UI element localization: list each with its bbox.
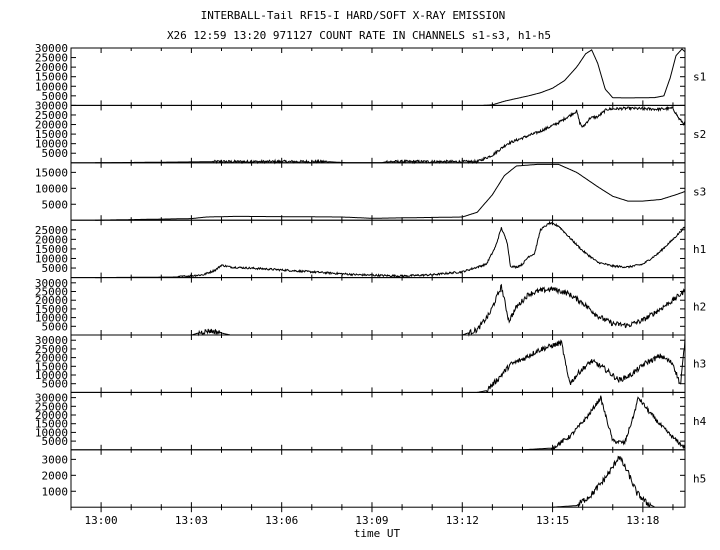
x-axis: 13:00 13:03 13:06 13:09 13:12 13:15 13:18 — [70, 507, 674, 527]
y-tick-label: 5000 — [42, 378, 69, 391]
series-label-h4: h4 — [693, 415, 707, 428]
y-tick-label: 20000 — [35, 409, 68, 422]
series-label-s3: s3 — [693, 186, 706, 199]
y-tick-label: 15000 — [35, 360, 68, 373]
chart-subtitle: X26 12:59 13:20 971127 COUNT RATE IN CHA… — [167, 29, 551, 42]
series-line-s2 — [95, 105, 686, 165]
y-tick-label: 10000 — [35, 138, 68, 151]
y-tick-label: 20000 — [35, 233, 68, 246]
panel-frame — [70, 391, 686, 451]
series-label-h1: h1 — [693, 243, 706, 256]
panel-frame — [70, 162, 686, 221]
y-tick-label: 25000 — [35, 400, 68, 413]
x-tick-label: 13:06 — [265, 514, 298, 527]
y-tick-label: 25000 — [35, 286, 68, 299]
panel-frame — [70, 334, 686, 393]
y-tick-label: 15000 — [35, 418, 68, 431]
y-tick-label: 30000 — [35, 42, 68, 55]
y-tick-label: 5000 — [42, 435, 69, 448]
y-tick-label: 25000 — [35, 224, 68, 237]
y-tick-label: 20000 — [35, 61, 68, 74]
series-line-h2 — [95, 283, 686, 337]
y-tick-label: 20000 — [35, 119, 68, 132]
y-tick-label: 5000 — [42, 262, 69, 275]
y-tick-label: 1000 — [42, 485, 69, 498]
series-label-h2: h2 — [693, 300, 706, 313]
series-line-s3 — [95, 163, 686, 221]
y-tick-label: 5000 — [42, 320, 69, 333]
y-tick-label: 15000 — [35, 128, 68, 141]
panel-frame — [70, 277, 686, 336]
y-tick-label: 5000 — [42, 147, 69, 160]
y-tick-label: 10000 — [35, 182, 68, 195]
x-tick-label: 13:18 — [626, 514, 659, 527]
y-tick-label: 30000 — [35, 277, 68, 290]
x-tick-label: 13:12 — [446, 514, 479, 527]
y-tick-label: 15000 — [35, 166, 68, 179]
y-tick-label: 15000 — [35, 303, 68, 316]
y-tick-label: 30000 — [35, 392, 68, 405]
panel-frame — [70, 449, 686, 508]
series-line-s1 — [483, 48, 686, 106]
series-label-s2: s2 — [693, 128, 706, 141]
series-label-s1: s1 — [693, 71, 706, 84]
y-tick-label: 15000 — [35, 243, 68, 256]
y-tick-label: 20000 — [35, 352, 68, 365]
panel-frame — [70, 47, 686, 106]
y-tick-label: 5000 — [42, 90, 69, 103]
series-label-h5: h5 — [693, 473, 706, 486]
y-tick-label: 10000 — [35, 312, 68, 325]
y-tick-label: 10000 — [35, 80, 68, 93]
series-label-h3: h3 — [693, 358, 706, 371]
y-tick-label: 3000 — [42, 453, 69, 466]
panel-s3: 15000 10000 5000 s3 — [35, 162, 706, 221]
y-tick-label: 20000 — [35, 294, 68, 307]
series-line-h3 — [477, 337, 686, 393]
panel-frame — [70, 219, 686, 279]
x-tick-label: 13:03 — [175, 514, 208, 527]
panel-frame — [70, 104, 686, 164]
y-tick-label: 5000 — [42, 198, 69, 211]
series-line-h5 — [552, 455, 656, 509]
y-tick-label: 30000 — [35, 99, 68, 112]
y-tick-label: 30000 — [35, 334, 68, 347]
y-tick-label: 15000 — [35, 71, 68, 84]
y-tick-label: 10000 — [35, 252, 68, 265]
series-line-h4 — [522, 395, 686, 451]
y-tick-label: 25000 — [35, 52, 68, 65]
y-tick-label: 2000 — [42, 469, 69, 482]
chart-title: INTERBALL-Tail RF15-I HARD/SOFT X-RAY EM… — [201, 9, 506, 22]
y-tick-label: 10000 — [35, 369, 68, 382]
x-tick-label: 13:09 — [355, 514, 388, 527]
y-tick-label: 10000 — [35, 426, 68, 439]
y-tick-label: 25000 — [35, 109, 68, 122]
x-tick-label: 13:00 — [85, 514, 118, 527]
y-tick-label: 25000 — [35, 343, 68, 356]
series-line-h1 — [95, 220, 686, 279]
panels: 30000250002000015000100005000s1300002500… — [35, 42, 707, 509]
x-axis-label: time UT — [354, 527, 401, 540]
panel-h5: 3000 2000 1000 h5 — [42, 449, 706, 509]
x-tick-label: 13:15 — [536, 514, 569, 527]
